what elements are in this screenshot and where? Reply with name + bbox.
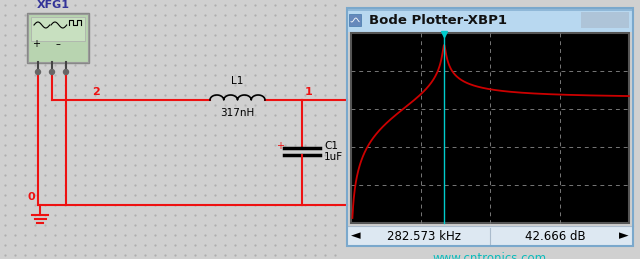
Text: –: – <box>56 39 60 49</box>
Text: www.cntronics.com: www.cntronics.com <box>433 251 547 259</box>
Text: 42.666 dB: 42.666 dB <box>525 229 586 242</box>
FancyBboxPatch shape <box>347 8 633 11</box>
Text: XFG1: XFG1 <box>36 0 70 10</box>
FancyBboxPatch shape <box>31 17 85 41</box>
Text: C1: C1 <box>324 141 338 151</box>
FancyBboxPatch shape <box>349 14 361 26</box>
Text: ►: ► <box>619 229 629 242</box>
Circle shape <box>35 69 40 75</box>
Text: 0: 0 <box>28 192 35 202</box>
Text: +: + <box>32 39 40 49</box>
Text: +: + <box>276 141 284 151</box>
Circle shape <box>63 69 68 75</box>
FancyBboxPatch shape <box>27 13 89 63</box>
Text: Bode Plotter-XBP1: Bode Plotter-XBP1 <box>369 13 507 26</box>
Text: L1: L1 <box>231 76 244 86</box>
Circle shape <box>49 69 54 75</box>
Text: 1: 1 <box>305 87 313 97</box>
Text: 317nH: 317nH <box>220 108 255 118</box>
FancyBboxPatch shape <box>347 8 633 32</box>
FancyBboxPatch shape <box>581 12 629 28</box>
FancyBboxPatch shape <box>347 226 633 246</box>
Text: 2: 2 <box>92 87 100 97</box>
FancyBboxPatch shape <box>351 33 629 223</box>
Text: 1uF: 1uF <box>324 152 343 162</box>
Text: 282.573 kHz: 282.573 kHz <box>387 229 461 242</box>
Text: ◄: ◄ <box>351 229 361 242</box>
FancyBboxPatch shape <box>28 14 88 62</box>
